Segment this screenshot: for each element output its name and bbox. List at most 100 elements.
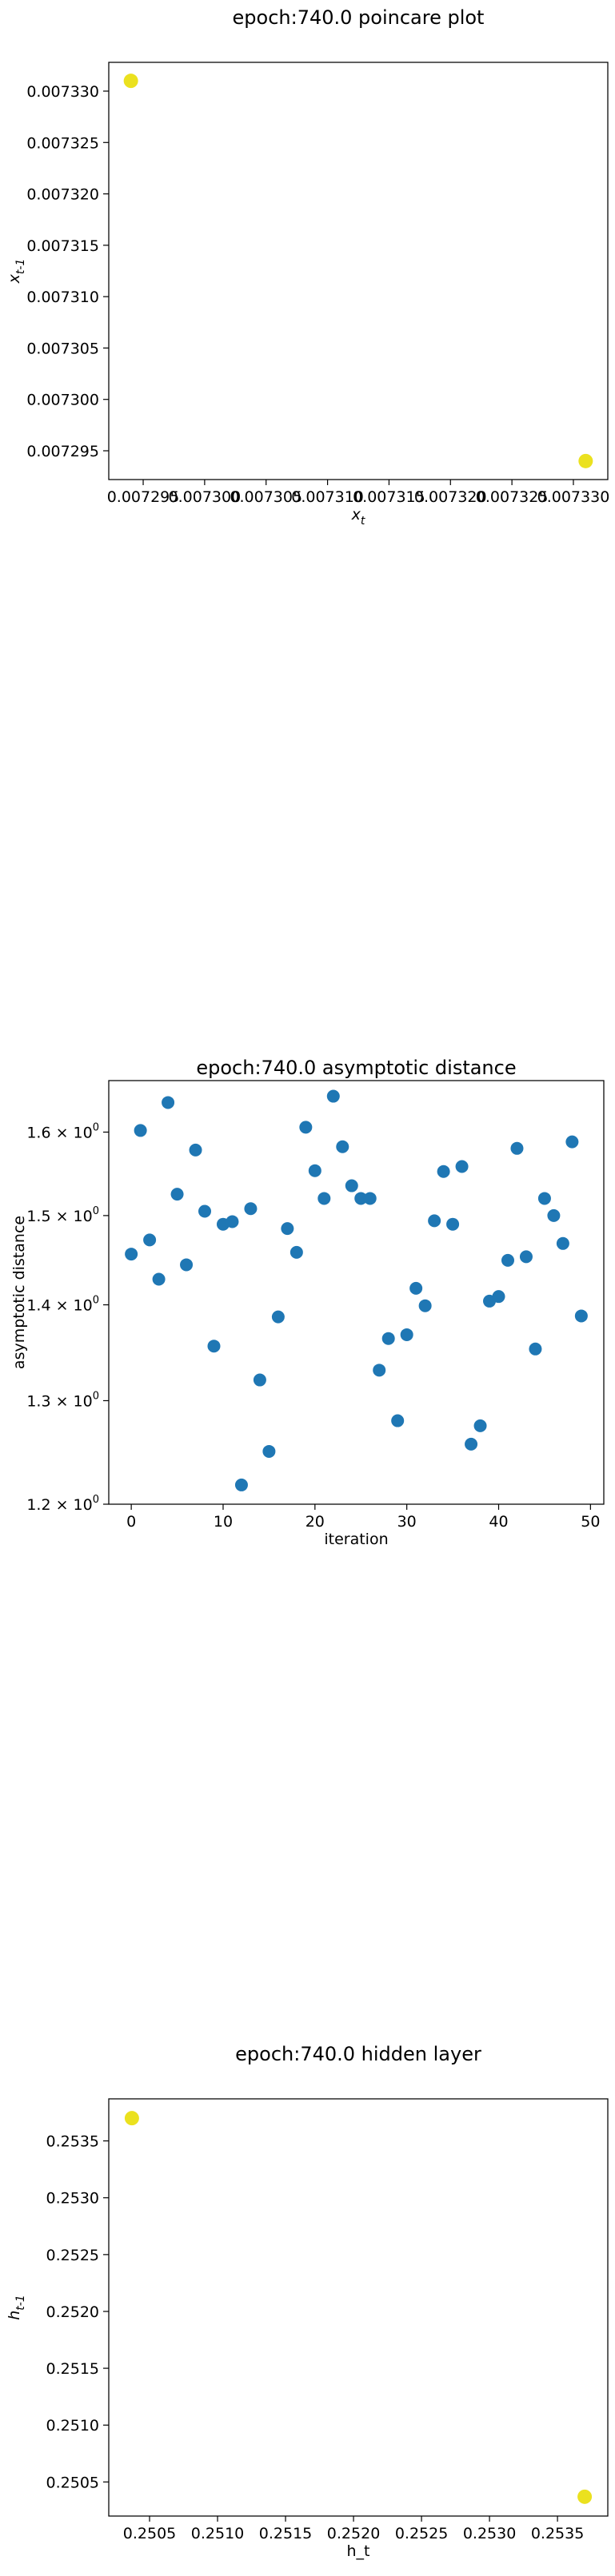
data-point bbox=[577, 2489, 593, 2504]
data-point bbox=[143, 1233, 157, 1247]
data-point bbox=[226, 1215, 239, 1228]
y-axis-label: asymptotic distance bbox=[10, 1216, 28, 1369]
y-tick-label: 0.2505 bbox=[46, 2474, 99, 2491]
x-tick-label: 0.2505 bbox=[123, 2525, 176, 2542]
y-tick-label: 0.2510 bbox=[46, 2417, 99, 2435]
y-axis-label: ht-1 bbox=[6, 2295, 27, 2320]
data-point bbox=[510, 1141, 524, 1155]
data-point bbox=[253, 1373, 266, 1387]
data-point bbox=[299, 1121, 313, 1134]
data-point bbox=[556, 1236, 569, 1250]
y-tick-label: 0.007300 bbox=[26, 392, 99, 409]
data-point bbox=[336, 1140, 349, 1153]
x-tick-label: 0.2530 bbox=[463, 2525, 516, 2542]
data-point bbox=[262, 1444, 276, 1458]
data-point bbox=[308, 1164, 321, 1177]
data-point bbox=[198, 1204, 212, 1218]
data-point bbox=[271, 1310, 285, 1324]
data-point bbox=[578, 453, 593, 468]
y-tick-label: 0.007320 bbox=[26, 186, 99, 204]
data-point bbox=[537, 1192, 551, 1205]
y-tick-label: 0.007315 bbox=[26, 237, 99, 255]
y-tick-label: 0.2525 bbox=[46, 2247, 99, 2264]
x-tick-label: 0.007325 bbox=[476, 488, 549, 506]
chart-title: epoch:740.0 hidden layer bbox=[235, 2043, 481, 2065]
x-tick-label: 10 bbox=[214, 1513, 233, 1531]
data-point bbox=[465, 1437, 478, 1451]
data-point bbox=[234, 1478, 248, 1491]
x-tick-label: 0.2525 bbox=[395, 2525, 448, 2542]
x-tick-label: 0.2510 bbox=[191, 2525, 244, 2542]
data-point bbox=[244, 1202, 258, 1216]
x-tick-label: 0.007330 bbox=[537, 488, 610, 506]
data-point bbox=[180, 1258, 194, 1272]
x-tick-label: 0.007305 bbox=[230, 488, 302, 506]
data-point bbox=[492, 1290, 505, 1304]
data-point bbox=[134, 1124, 147, 1137]
data-point bbox=[170, 1188, 184, 1201]
x-tick-label: 40 bbox=[489, 1513, 508, 1531]
y-tick-label: 0.2535 bbox=[46, 2133, 99, 2151]
chart-2: epoch:740.0 asymptotic distance 0 10 20 30 40… bbox=[10, 1057, 605, 1548]
data-point bbox=[391, 1414, 405, 1427]
data-point bbox=[409, 1281, 423, 1295]
data-point bbox=[418, 1299, 432, 1312]
plot-area bbox=[108, 1080, 605, 1505]
data-point bbox=[326, 1089, 340, 1103]
y-tick-label: 0.2530 bbox=[46, 2190, 99, 2208]
data-point bbox=[281, 1222, 294, 1236]
y-tick-label: 0.007310 bbox=[26, 289, 99, 306]
data-point bbox=[345, 1179, 358, 1192]
data-point bbox=[363, 1192, 377, 1205]
x-axis-label: iteration bbox=[324, 1531, 388, 1548]
data-point bbox=[152, 1272, 166, 1286]
data-point bbox=[547, 1208, 561, 1222]
y-tick-label: 0.2520 bbox=[46, 2303, 99, 2321]
y-tick-label: 0.007305 bbox=[26, 340, 99, 357]
data-point bbox=[207, 1340, 221, 1353]
x-tick-label: 0.007300 bbox=[169, 488, 242, 506]
data-point bbox=[290, 1245, 303, 1259]
data-point bbox=[428, 1214, 441, 1228]
y-tick-label: 1.3 × 100 bbox=[26, 1390, 99, 1410]
x-tick-label: 0.007310 bbox=[291, 488, 364, 506]
chart-1: epoch:740.0 poincare plot0.0072950.00730… bbox=[6, 6, 609, 528]
data-point bbox=[354, 1192, 368, 1205]
data-point bbox=[317, 1192, 331, 1205]
x-tick-label: 0.2520 bbox=[327, 2525, 380, 2542]
y-tick-label: 0.007325 bbox=[26, 134, 99, 152]
y-tick-label: 1.6 × 100 bbox=[26, 1121, 99, 1141]
data-point bbox=[565, 1135, 579, 1149]
data-point bbox=[124, 2111, 139, 2126]
data-point bbox=[373, 1364, 386, 1377]
y-tick-label: 0.2515 bbox=[46, 2360, 99, 2378]
y-tick-label: 0.007330 bbox=[26, 83, 99, 101]
x-tick-label: 20 bbox=[306, 1513, 325, 1531]
data-point bbox=[574, 1309, 588, 1323]
x-tick-label: 30 bbox=[397, 1513, 417, 1531]
y-tick-label: 1.4 × 100 bbox=[26, 1295, 99, 1315]
x-axis-label: xt bbox=[351, 506, 365, 528]
data-point bbox=[189, 1143, 202, 1157]
data-point bbox=[473, 1419, 487, 1432]
data-point bbox=[501, 1253, 514, 1267]
data-point bbox=[519, 1250, 533, 1264]
x-tick-label: 0.007295 bbox=[107, 488, 180, 506]
chart-3: epoch:740.0 hidden layer 0.2505 0.2510 0.25… bbox=[6, 2043, 609, 2560]
y-tick-label: 0.007295 bbox=[26, 443, 99, 460]
data-point bbox=[123, 74, 138, 89]
data-point bbox=[162, 1096, 175, 1109]
data-point bbox=[400, 1328, 413, 1341]
data-point bbox=[125, 1248, 138, 1261]
data-point bbox=[455, 1160, 469, 1173]
data-point bbox=[437, 1165, 450, 1178]
chart-title: epoch:740.0 asymptotic distance bbox=[196, 1057, 516, 1079]
x-tick-label: 0.2515 bbox=[259, 2525, 312, 2542]
x-tick-label: 0.007315 bbox=[353, 488, 425, 506]
x-tick-label: 0.007320 bbox=[414, 488, 487, 506]
x-tick-label: 50 bbox=[581, 1513, 600, 1531]
data-point bbox=[529, 1342, 542, 1356]
x-axis-label: h_t bbox=[347, 2542, 370, 2560]
y-tick-label: 1.5 × 100 bbox=[26, 1205, 99, 1225]
